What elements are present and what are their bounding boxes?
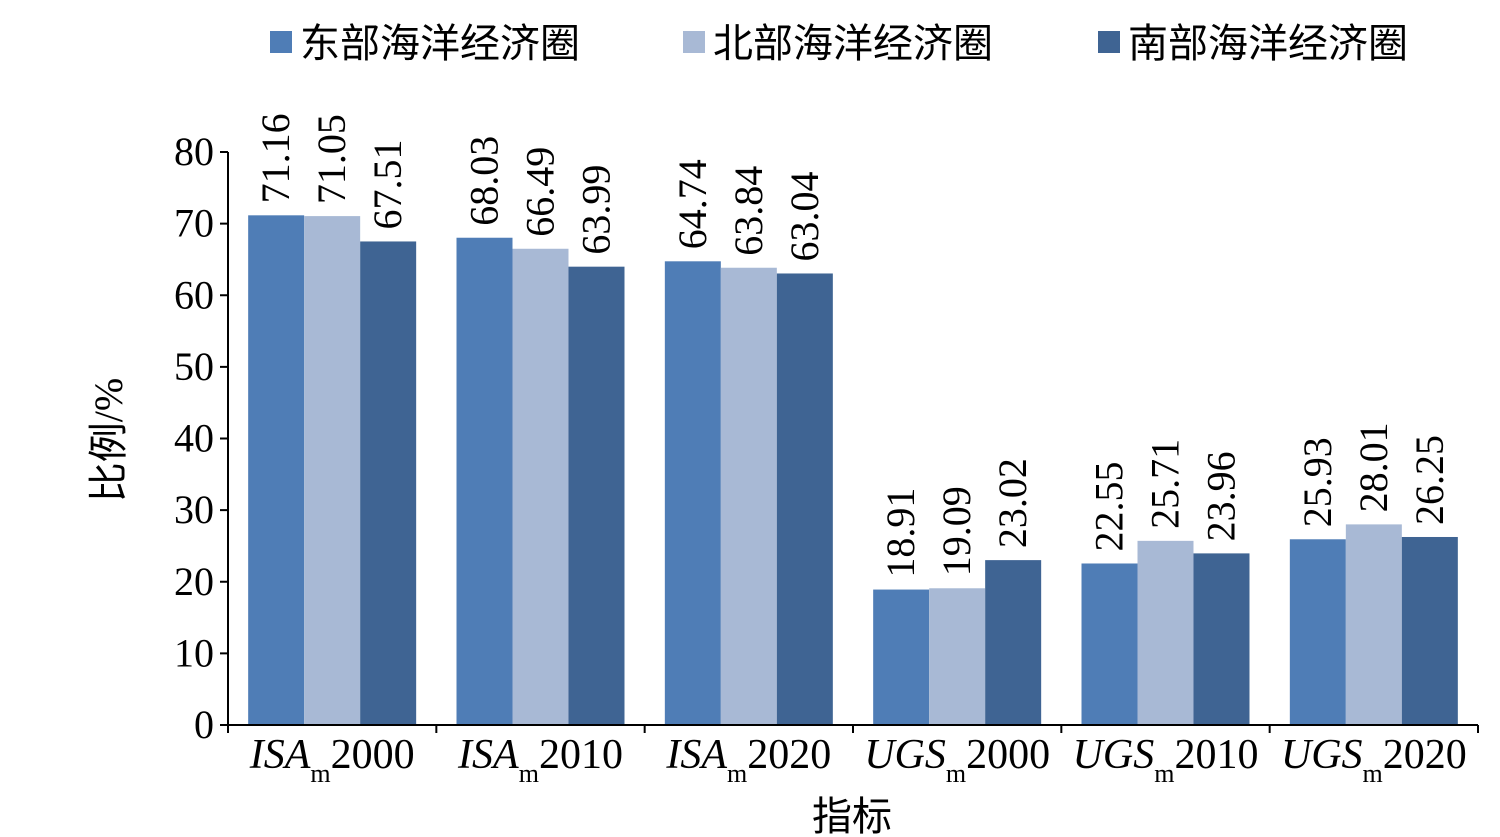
y-tick-label: 20 bbox=[174, 559, 214, 604]
data-label-1-2: 68.03 bbox=[462, 136, 507, 226]
bar-2-6 bbox=[1345, 524, 1402, 725]
bar-1-2 bbox=[456, 237, 513, 726]
bar-3-6 bbox=[1401, 536, 1458, 725]
bar-3-4 bbox=[985, 560, 1042, 725]
x-tick-label-4: UGSm2000 bbox=[864, 732, 1050, 788]
legend-label-3: 南部海洋经济圈 bbox=[1128, 21, 1408, 66]
bar-2-5 bbox=[1137, 540, 1194, 725]
data-label-3-3: 63.04 bbox=[782, 171, 827, 261]
legend-label-2: 北部海洋经济圈 bbox=[713, 21, 993, 66]
data-label-3-6: 26.25 bbox=[1407, 435, 1452, 525]
bar-2-4 bbox=[929, 588, 986, 725]
data-label-3-4: 23.02 bbox=[990, 458, 1035, 548]
y-tick-label: 60 bbox=[174, 272, 214, 317]
x-axis-title: 指标 bbox=[812, 794, 892, 837]
data-label-2-5: 25.71 bbox=[1143, 439, 1188, 529]
x-tick-label-5: UGSm2010 bbox=[1073, 732, 1259, 788]
data-label-1-4: 18.91 bbox=[878, 488, 923, 578]
x-tick-label-6: UGSm2020 bbox=[1281, 732, 1467, 788]
data-label-1-1: 71.16 bbox=[253, 113, 298, 203]
y-tick-label: 80 bbox=[174, 129, 214, 174]
y-tick-label: 70 bbox=[174, 201, 214, 246]
bar-2-1 bbox=[304, 216, 361, 725]
axes: 0 10 20 30 40 50 60 70 80 ISAm2000 ISAm2010 ISAm202… bbox=[174, 129, 1479, 788]
data-labels: 71.16 68.03 64.74 18.91 22.55 25.93 71.05 66.49… bbox=[253, 113, 1452, 577]
bar-1-3 bbox=[664, 261, 721, 725]
bar-3-1 bbox=[360, 241, 417, 725]
data-label-1-6: 25.93 bbox=[1295, 437, 1340, 527]
y-tick-label: 50 bbox=[174, 344, 214, 389]
legend-label-1: 东部海洋经济圈 bbox=[300, 21, 580, 66]
y-tick-label: 0 bbox=[194, 702, 214, 747]
bar-1-6 bbox=[1289, 539, 1346, 725]
bar-1-5 bbox=[1081, 563, 1138, 725]
data-label-2-1: 71.05 bbox=[309, 114, 354, 204]
data-label-2-4: 19.09 bbox=[934, 486, 979, 576]
legend-swatch-2 bbox=[683, 31, 705, 53]
bar-2-3 bbox=[720, 267, 777, 725]
data-label-2-3: 63.84 bbox=[726, 166, 771, 256]
y-tick-label: 10 bbox=[174, 630, 214, 675]
data-label-3-1: 67.51 bbox=[365, 139, 410, 229]
bar-2-2 bbox=[512, 248, 569, 725]
data-label-2-6: 28.01 bbox=[1351, 422, 1396, 512]
data-label-3-5: 23.96 bbox=[1199, 451, 1244, 541]
y-tick-label: 40 bbox=[174, 416, 214, 461]
bars bbox=[248, 215, 1458, 726]
data-label-2-2: 66.49 bbox=[518, 147, 563, 237]
bar-1-4 bbox=[873, 589, 930, 725]
legend-swatch-1 bbox=[270, 31, 292, 53]
data-label-3-2: 63.99 bbox=[574, 165, 619, 255]
data-label-1-3: 64.74 bbox=[670, 159, 715, 249]
x-tick-label-2: ISAm2010 bbox=[457, 732, 623, 788]
legend: 东部海洋经济圈 北部海洋经济圈 南部海洋经济圈 bbox=[270, 21, 1408, 66]
bar-3-3 bbox=[776, 273, 833, 725]
bar-3-2 bbox=[568, 266, 625, 725]
x-tick-label-3: ISAm2020 bbox=[665, 732, 831, 788]
x-tick-label-1: ISAm2000 bbox=[249, 732, 415, 788]
bar-1-1 bbox=[248, 215, 305, 725]
data-label-1-5: 22.55 bbox=[1087, 461, 1132, 551]
legend-swatch-3 bbox=[1098, 31, 1120, 53]
y-axis-title: 比例/% bbox=[86, 378, 131, 502]
bar-3-5 bbox=[1193, 553, 1250, 725]
y-tick-label: 30 bbox=[174, 487, 214, 532]
